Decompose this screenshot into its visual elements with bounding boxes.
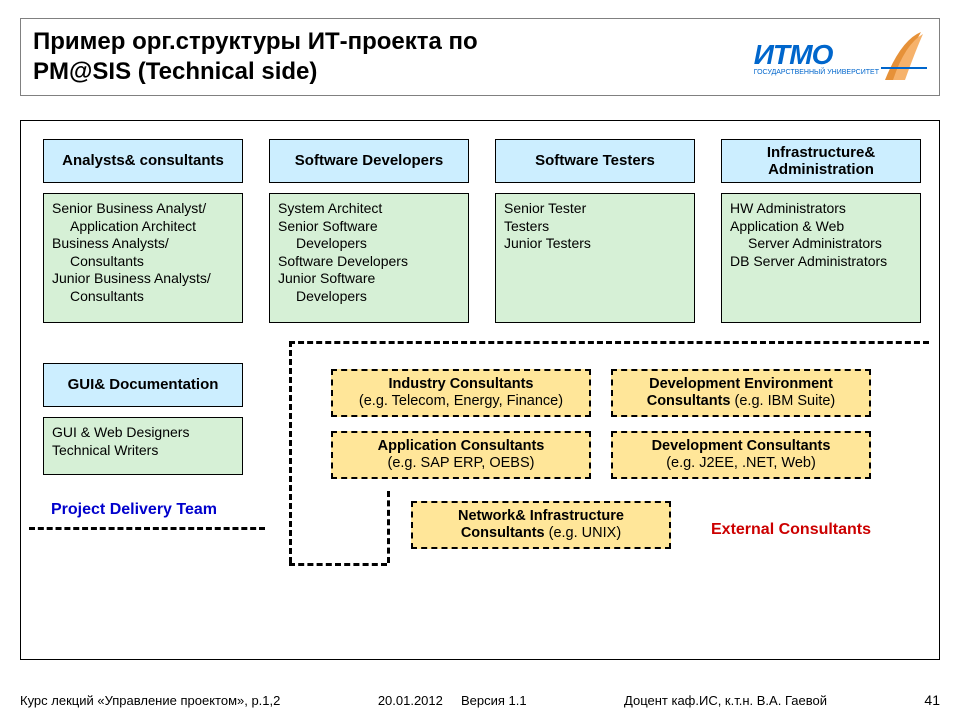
role-line: Technical Writers — [52, 442, 234, 460]
footer-right: Доцент каф.ИС, к.т.н. В.А. Гаевой — [624, 693, 827, 708]
title-line1: Пример орг.структуры ИТ-проекта по — [33, 28, 478, 55]
logo-text: ИТМО — [754, 39, 879, 71]
consult-industry-title: Industry Consultants — [388, 376, 533, 392]
col-header-developers: Software Developers — [269, 139, 469, 183]
consult-development-sub: (e.g. J2EE, .NET, Web) — [666, 455, 816, 472]
role-line: Application Architect — [52, 218, 234, 236]
consult-industry-sub: (e.g. Telecom, Energy, Finance) — [359, 393, 563, 410]
role-line: Senior Business Analyst/ — [52, 200, 234, 218]
itmo-logo: ИТМО ГОСУДАРСТВЕННЫЙ УНИВЕРСИТЕТ — [754, 30, 927, 84]
consult-application-sub: (e.g. SAP ERP, OEBS) — [388, 455, 535, 472]
roles-infra: HW AdministratorsApplication & WebServer… — [721, 193, 921, 323]
label-external-consultants: External Consultants — [711, 521, 871, 539]
role-line: System Architect — [278, 200, 460, 218]
role-line: Developers — [278, 288, 460, 306]
role-line: Junior Business Analysts/ — [52, 270, 234, 288]
footer-page: 41 — [924, 692, 940, 708]
role-line: Software Developers — [278, 253, 460, 271]
role-line: Senior Tester — [504, 200, 686, 218]
col-header-testers: Software Testers — [495, 139, 695, 183]
consult-network: Network& Infrastructure Consultants (e.g… — [411, 501, 671, 549]
swoosh-icon — [881, 30, 927, 84]
role-line: DB Server Administrators — [730, 253, 912, 271]
diagram-frame: Analysts& consultants Software Developer… — [20, 120, 940, 660]
label-project-delivery: Project Delivery Team — [51, 501, 217, 519]
col-header-analysts: Analysts& consultants — [43, 139, 243, 183]
role-line: Application & Web — [730, 218, 912, 236]
role-line: Server Administrators — [730, 235, 912, 253]
role-line: Junior Software — [278, 270, 460, 288]
ec-dash-bottom-1 — [289, 563, 387, 566]
role-line: Senior Software — [278, 218, 460, 236]
footer-version: Версия 1.1 — [461, 693, 527, 708]
title-bar: Пример орг.структуры ИТ-проекта по PM@SI… — [20, 18, 940, 96]
footer-date: 20.01.2012 — [378, 693, 443, 708]
ec-dash-left — [289, 341, 292, 563]
consult-development: Development Consultants (e.g. J2EE, .NET… — [611, 431, 871, 479]
role-line: HW Administrators — [730, 200, 912, 218]
logo-subtitle: ГОСУДАРСТВЕННЫЙ УНИВЕРСИТЕТ — [754, 69, 879, 76]
role-line: Consultants — [52, 253, 234, 271]
consult-development-title: Development Consultants — [652, 438, 831, 454]
title-line2: PM@SIS (Technical side) — [33, 58, 317, 85]
roles-analysts: Senior Business Analyst/Application Arch… — [43, 193, 243, 323]
role-line: Junior Testers — [504, 235, 686, 253]
pd-dash-stub — [29, 527, 32, 528]
consult-devenv-sub: (e.g. IBM Suite) — [735, 393, 836, 409]
ec-dash-step-v — [387, 491, 390, 563]
slide-title: Пример орг.структуры ИТ-проекта по PM@SI… — [33, 27, 478, 87]
role-line: Developers — [278, 235, 460, 253]
role-line: GUI & Web Designers — [52, 424, 234, 442]
col-header-infra: Infrastructure& Administration — [721, 139, 921, 183]
col-header-gui: GUI& Documentation — [43, 363, 243, 407]
roles-developers: System ArchitectSenior SoftwareDeveloper… — [269, 193, 469, 323]
consult-application: Application Consultants (e.g. SAP ERP, O… — [331, 431, 591, 479]
consult-devenv: Development Environment Consultants (e.g… — [611, 369, 871, 417]
roles-gui: GUI & Web DesignersTechnical Writers — [43, 417, 243, 475]
footer: Курс лекций «Управление проектом», р.1,2… — [20, 692, 940, 708]
pd-dash-bottom-left — [29, 527, 265, 530]
consult-application-title: Application Consultants — [378, 438, 545, 454]
consult-industry: Industry Consultants (e.g. Telecom, Ener… — [331, 369, 591, 417]
roles-testers: Senior TesterTestersJunior Testers — [495, 193, 695, 323]
role-line: Testers — [504, 218, 686, 236]
role-line: Consultants — [52, 288, 234, 306]
consult-network-sub: (e.g. UNIX) — [549, 525, 622, 541]
role-line: Business Analysts/ — [52, 235, 234, 253]
footer-left: Курс лекций «Управление проектом», р.1,2 — [20, 693, 280, 708]
ec-dash-top — [289, 341, 929, 344]
